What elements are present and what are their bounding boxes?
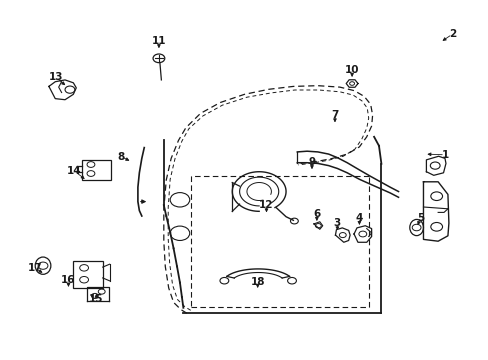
Text: 16: 16: [61, 275, 76, 285]
Text: 8: 8: [118, 152, 124, 162]
Text: 5: 5: [416, 213, 423, 223]
Text: 2: 2: [448, 29, 455, 39]
Text: 3: 3: [333, 218, 340, 228]
Text: 14: 14: [67, 166, 81, 176]
Text: 12: 12: [259, 200, 273, 210]
Text: 7: 7: [330, 110, 338, 120]
Text: 9: 9: [308, 157, 315, 167]
Text: 4: 4: [355, 213, 363, 223]
Text: 11: 11: [151, 36, 166, 46]
Text: 15: 15: [89, 294, 103, 304]
Text: 17: 17: [28, 263, 42, 273]
Text: 1: 1: [441, 150, 447, 160]
Text: 13: 13: [49, 72, 63, 82]
Text: 6: 6: [313, 209, 320, 219]
Text: 10: 10: [344, 65, 359, 75]
Text: 18: 18: [250, 276, 264, 287]
